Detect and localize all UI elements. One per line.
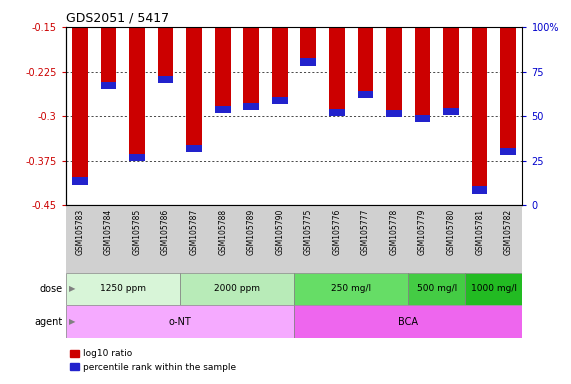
- Bar: [243, 27, 259, 110]
- Text: GSM105784: GSM105784: [104, 209, 113, 255]
- Bar: [215, 27, 231, 113]
- Bar: [215, 106, 231, 113]
- Bar: [472, 186, 488, 194]
- Text: BCA: BCA: [398, 316, 419, 327]
- Text: GSM105788: GSM105788: [218, 209, 227, 255]
- Bar: [415, 27, 431, 122]
- Bar: [408, 273, 465, 305]
- Text: GSM105779: GSM105779: [418, 209, 427, 255]
- Bar: [329, 109, 345, 116]
- Text: GSM105782: GSM105782: [504, 209, 513, 255]
- Bar: [500, 148, 516, 155]
- Text: GSM105789: GSM105789: [247, 209, 256, 255]
- Bar: [386, 27, 402, 118]
- Text: 500 mg/l: 500 mg/l: [417, 285, 457, 293]
- Bar: [186, 145, 202, 152]
- Text: GDS2051 / 5417: GDS2051 / 5417: [66, 11, 169, 24]
- Text: GSM105787: GSM105787: [190, 209, 199, 255]
- Bar: [100, 82, 116, 89]
- Bar: [465, 273, 522, 305]
- Text: GSM105775: GSM105775: [304, 209, 313, 255]
- Bar: [66, 273, 180, 305]
- Text: 250 mg/l: 250 mg/l: [331, 285, 371, 293]
- Bar: [180, 273, 294, 305]
- Bar: [100, 27, 116, 89]
- Bar: [272, 97, 288, 104]
- Bar: [443, 27, 459, 115]
- Bar: [294, 273, 408, 305]
- Text: GSM105783: GSM105783: [75, 209, 85, 255]
- Text: GSM105778: GSM105778: [389, 209, 399, 255]
- Legend: log10 ratio, percentile rank within the sample: log10 ratio, percentile rank within the …: [70, 349, 236, 372]
- Bar: [472, 27, 488, 194]
- Bar: [415, 115, 431, 122]
- Text: GSM105786: GSM105786: [161, 209, 170, 255]
- Bar: [66, 305, 294, 338]
- Bar: [443, 108, 459, 115]
- Bar: [300, 27, 316, 66]
- Bar: [357, 91, 373, 98]
- Bar: [129, 154, 145, 161]
- Bar: [158, 27, 174, 83]
- Text: GSM105780: GSM105780: [447, 209, 456, 255]
- Text: 1250 ppm: 1250 ppm: [100, 285, 146, 293]
- Text: GSM105785: GSM105785: [132, 209, 142, 255]
- Bar: [386, 110, 402, 118]
- Text: GSM105777: GSM105777: [361, 209, 370, 255]
- Bar: [186, 27, 202, 152]
- Bar: [243, 103, 259, 110]
- Bar: [294, 305, 522, 338]
- Text: 1000 mg/l: 1000 mg/l: [471, 285, 517, 293]
- Bar: [300, 58, 316, 66]
- Text: ▶: ▶: [69, 317, 75, 326]
- Bar: [272, 27, 288, 104]
- Text: GSM105776: GSM105776: [332, 209, 341, 255]
- Bar: [72, 177, 88, 185]
- Text: ▶: ▶: [69, 285, 75, 293]
- Text: GSM105781: GSM105781: [475, 209, 484, 255]
- Bar: [329, 27, 345, 116]
- Text: dose: dose: [40, 284, 63, 294]
- Text: agent: agent: [35, 316, 63, 327]
- Bar: [72, 27, 88, 185]
- Bar: [129, 27, 145, 161]
- Bar: [357, 27, 373, 98]
- Text: GSM105790: GSM105790: [275, 209, 284, 255]
- Bar: [500, 27, 516, 155]
- Bar: [158, 76, 174, 83]
- Text: o-NT: o-NT: [168, 316, 191, 327]
- Text: 2000 ppm: 2000 ppm: [214, 285, 260, 293]
